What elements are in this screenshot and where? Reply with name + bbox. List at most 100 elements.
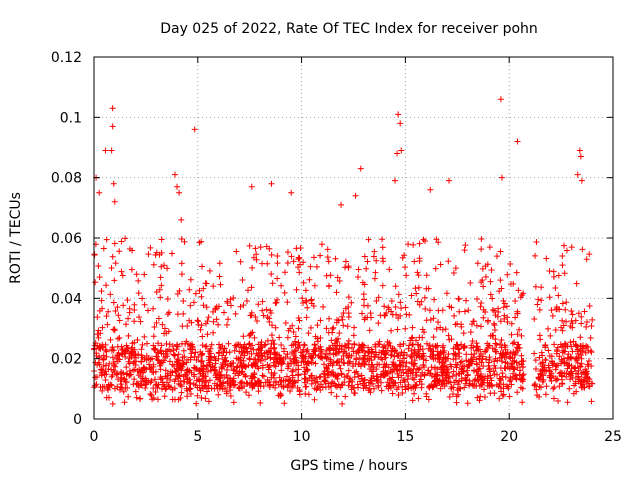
data-point: [220, 309, 227, 316]
data-point: [533, 386, 540, 393]
data-point: [175, 380, 182, 387]
data-point: [388, 352, 395, 359]
data-point: [219, 352, 226, 359]
data-point: [325, 329, 332, 336]
data-point: [107, 291, 114, 298]
data-point: [445, 332, 452, 339]
data-point: [490, 320, 497, 327]
data-point: [412, 369, 419, 376]
data-point: [120, 369, 127, 376]
data-point: [448, 385, 455, 392]
data-point: [284, 249, 291, 256]
data-point: [186, 317, 193, 324]
data-point: [443, 377, 450, 384]
data-point: [119, 347, 126, 354]
data-point: [481, 393, 488, 400]
data-point: [171, 352, 178, 359]
data-point: [150, 305, 157, 312]
data-point: [345, 294, 352, 301]
data-point: [301, 342, 308, 349]
data-point: [567, 339, 574, 346]
data-point: [348, 344, 355, 351]
data-point: [355, 266, 362, 273]
data-point: [210, 283, 217, 290]
data-point: [395, 291, 402, 298]
data-point: [539, 352, 546, 359]
data-point: [191, 373, 198, 380]
data-point: [453, 364, 460, 371]
data-point: [312, 360, 319, 367]
data-point: [232, 310, 239, 317]
data-point: [217, 281, 224, 288]
data-point: [552, 366, 559, 373]
data-point: [433, 382, 440, 389]
data-point: [531, 350, 538, 357]
data-point: [230, 367, 237, 374]
data-point: [310, 303, 317, 310]
data-point: [432, 342, 439, 349]
data-point: [169, 386, 176, 393]
data-point: [331, 380, 338, 387]
outlier-point: [108, 147, 115, 154]
data-point: [233, 344, 240, 351]
data-point: [274, 260, 281, 267]
data-point: [432, 265, 439, 272]
data-point: [450, 368, 457, 375]
data-point: [245, 287, 252, 294]
data-point: [340, 322, 347, 329]
data-point: [400, 369, 407, 376]
data-point: [284, 334, 291, 341]
data-point: [223, 372, 230, 378]
data-point: [137, 318, 144, 325]
data-point: [548, 358, 555, 365]
data-point: [177, 382, 184, 389]
data-point: [259, 364, 266, 371]
data-point: [534, 301, 541, 308]
data-point: [579, 342, 586, 349]
x-tick-label: 20: [500, 429, 518, 445]
data-point: [154, 356, 161, 363]
data-point: [111, 240, 118, 247]
data-point: [178, 365, 185, 372]
data-point: [196, 287, 203, 294]
data-point: [192, 349, 199, 356]
data-point: [166, 383, 173, 390]
data-point: [308, 359, 315, 366]
data-point: [271, 341, 278, 348]
data-point: [489, 307, 496, 314]
data-point: [180, 361, 187, 368]
data-point: [425, 345, 432, 352]
data-point: [379, 244, 386, 251]
data-point: [445, 351, 452, 358]
data-point: [128, 266, 135, 273]
data-point: [404, 376, 411, 383]
data-point: [496, 395, 503, 402]
data-point: [375, 382, 382, 389]
data-point: [287, 388, 294, 395]
data-point: [577, 363, 584, 370]
data-point: [456, 350, 463, 357]
data-point: [122, 235, 129, 242]
data-point: [216, 368, 223, 375]
data-point: [515, 287, 522, 294]
data-point: [103, 353, 110, 360]
data-point: [399, 390, 406, 397]
data-point: [556, 383, 563, 390]
data-point: [302, 376, 309, 383]
data-point: [250, 346, 257, 353]
data-point: [500, 391, 507, 398]
data-point: [481, 386, 488, 393]
data-point: [575, 373, 582, 380]
data-point: [359, 310, 366, 317]
data-point: [114, 370, 121, 377]
data-point: [206, 377, 213, 384]
data-point: [585, 358, 592, 365]
data-point: [488, 266, 495, 273]
data-point: [114, 335, 121, 342]
data-point: [123, 371, 130, 378]
data-point: [275, 392, 282, 399]
data-point: [173, 346, 180, 353]
data-point: [475, 346, 482, 353]
data-point: [348, 299, 355, 306]
data-point: [213, 303, 220, 310]
